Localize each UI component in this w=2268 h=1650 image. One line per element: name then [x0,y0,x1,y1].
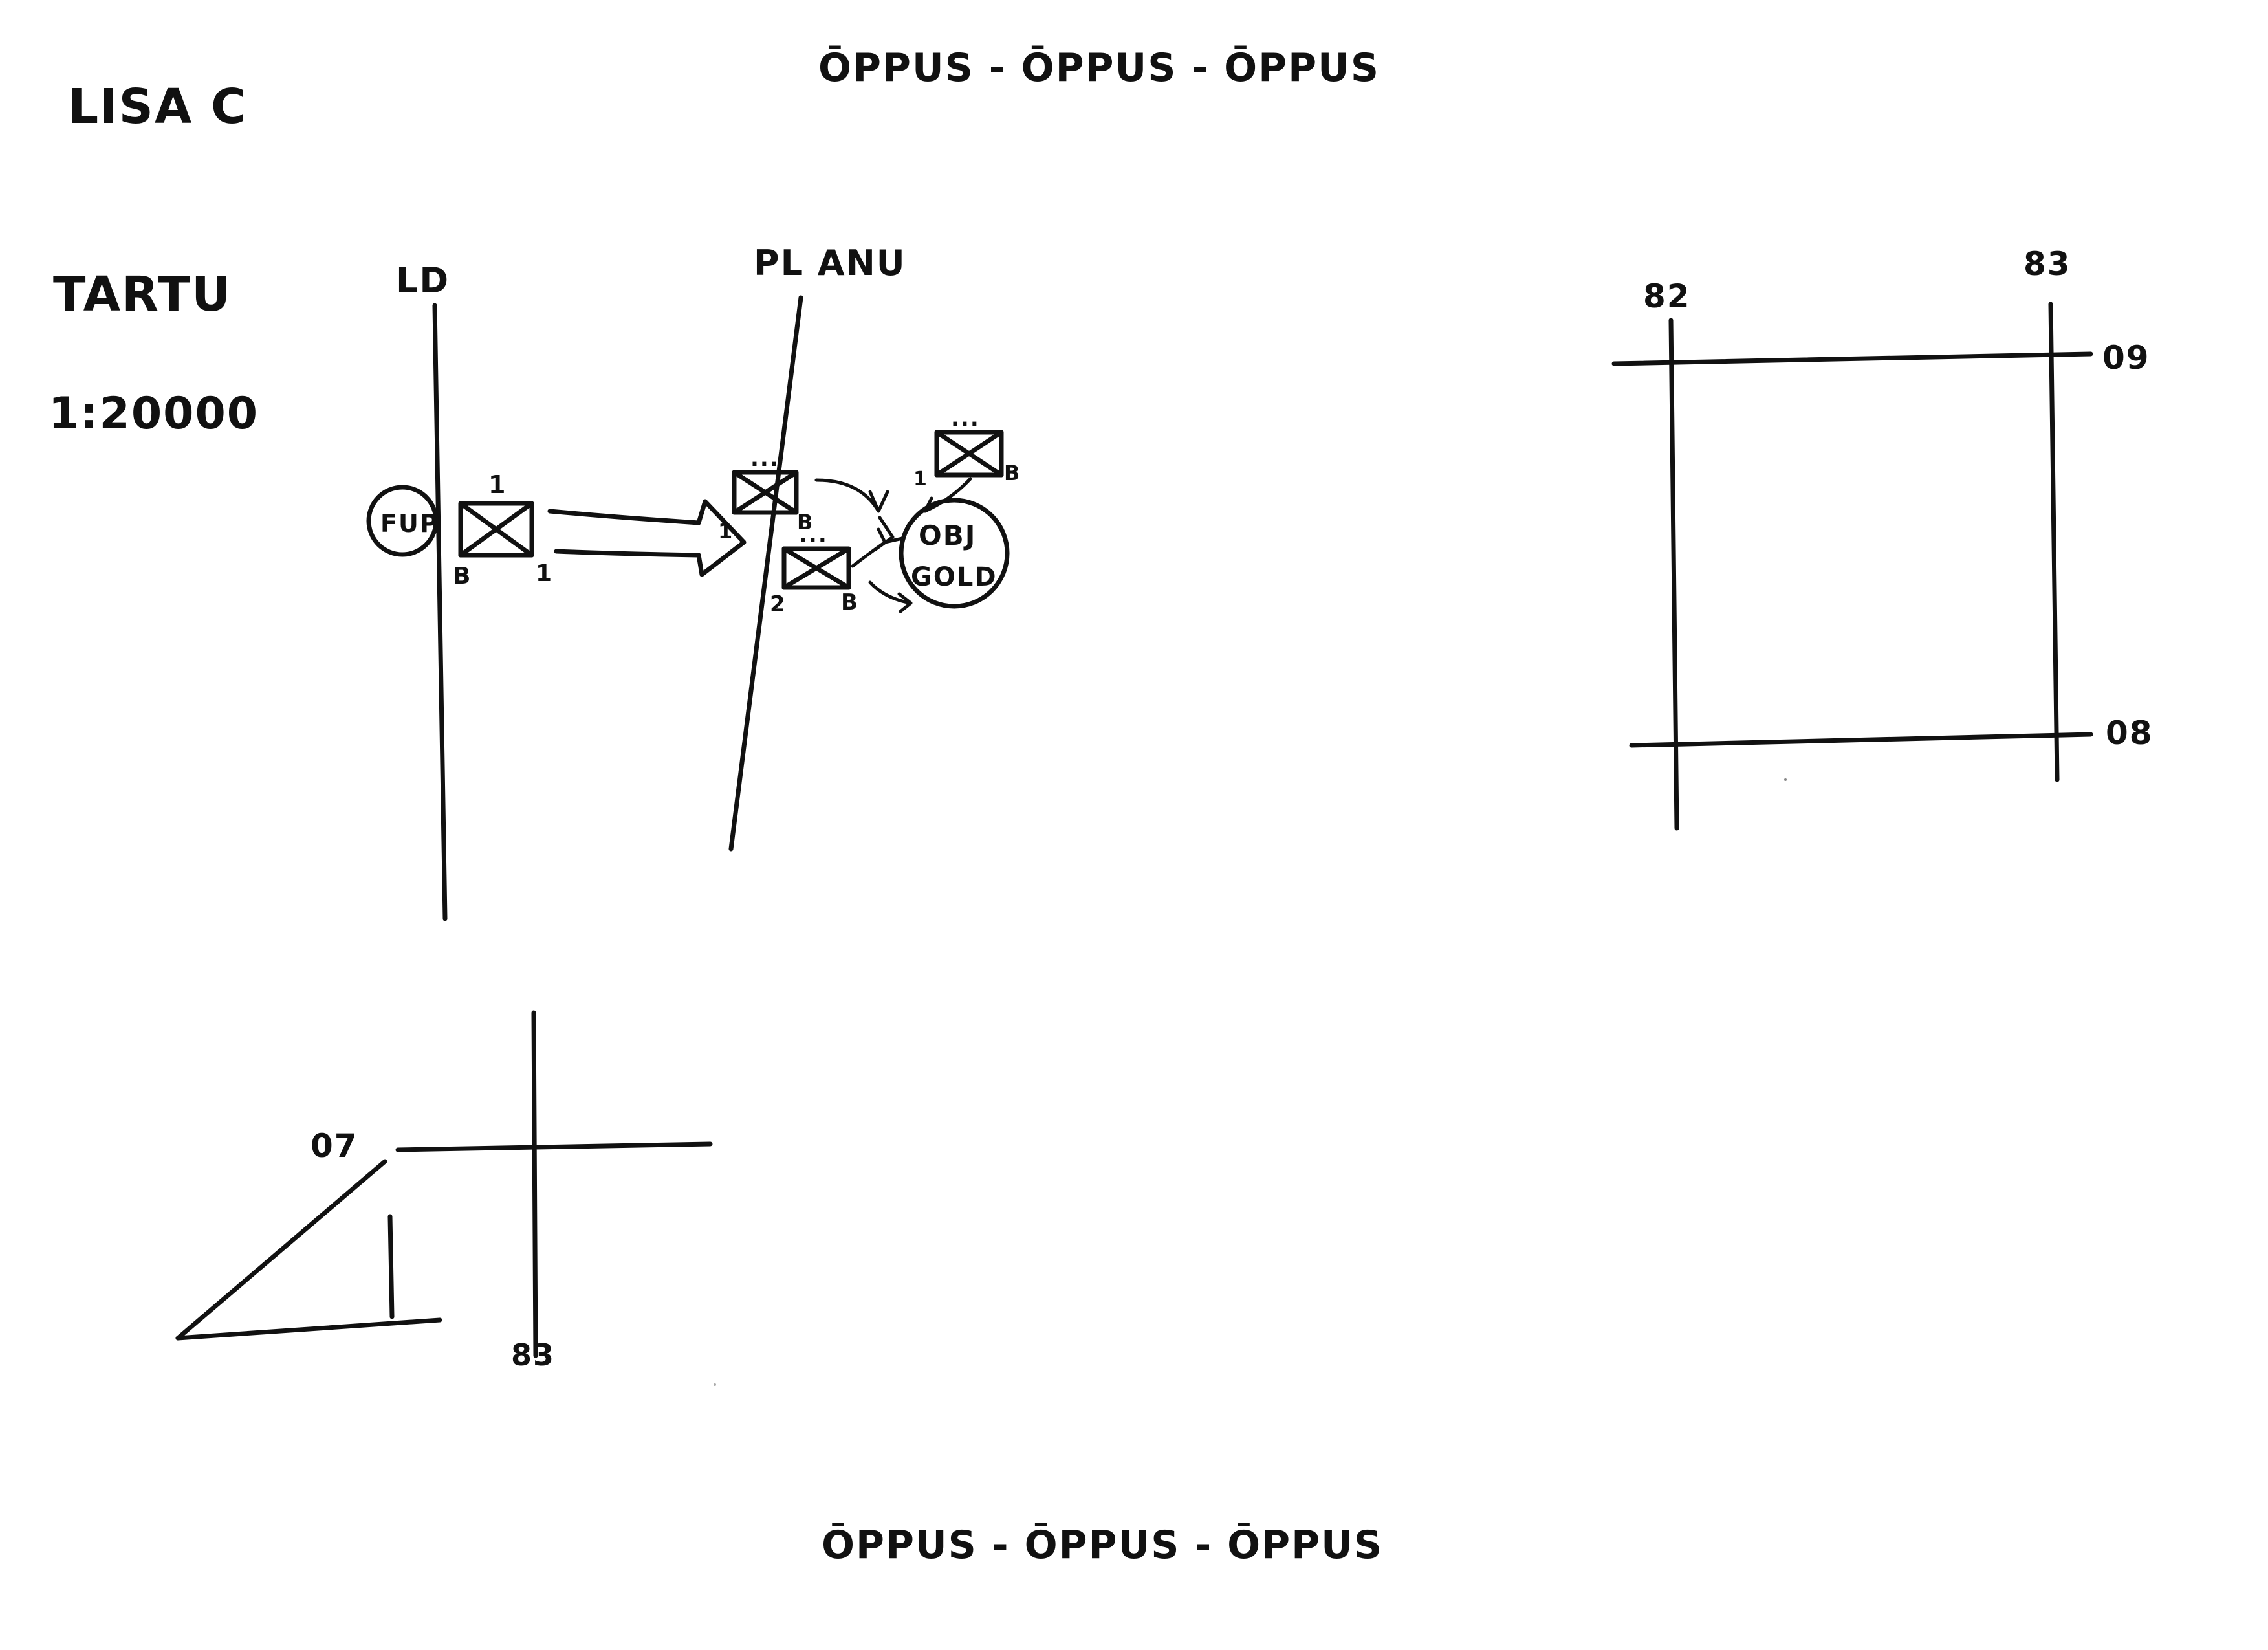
unit-mid-left-label: 1 [718,519,734,544]
line-of-departure-label: LD [396,260,450,301]
phase-line-label: PL ANU [754,243,906,283]
author-label: LISA C [68,79,247,135]
unit-left-bottom-left-label: B [453,563,472,589]
grid-cross [395,1010,713,1358]
objective-circle [899,498,1010,609]
unit-symbol-lower [781,546,851,590]
phase-line [728,295,803,852]
unit-lower-right-label: B [841,589,859,615]
header-banner: ŌPPUS - ŌPPUS - ŌPPUS [818,45,1380,91]
grid-cross-northing: 07 [311,1127,358,1165]
unit-top-right-left-label: 1 [913,468,928,490]
angle-sketch [175,1159,442,1341]
unit-symbol-top-right [934,430,1004,478]
unit-lower-echelon: ... [799,522,828,548]
fup-label: FUP [380,509,439,538]
paper-speck [1784,778,1787,781]
objective-label-line-2: GOLD [911,562,998,592]
unit-symbol-mid [732,470,799,515]
paper-speck [714,1383,716,1386]
unit-top-right-right-label: B [1004,461,1021,485]
grid-northing-bottom: 08 [2106,714,2154,752]
fup-circle [366,485,439,557]
footer-banner: ŌPPUS - ŌPPUS - ŌPPUS [822,1522,1383,1568]
grid-cross-easting: 83 [511,1337,555,1372]
grid-square [1611,302,2093,831]
scale-label: 1:20000 [49,388,259,439]
unit-mid-echelon: ... [750,446,780,472]
advance-arrow [547,499,747,577]
map-name-label: TARTU [53,267,232,322]
line-of-departure [432,303,448,921]
unit-lower-left-label: 2 [770,591,787,617]
grid-easting-left: 82 [1643,278,1691,315]
grid-easting-right: 83 [2023,245,2071,283]
unit-mid-right-label: B [797,510,814,534]
unit-top-right-echelon: ... [951,406,980,432]
grid-northing-top: 09 [2102,339,2150,377]
unit-left-top-label: 1 [488,470,507,499]
unit-left-bottom-right-label: 1 [536,560,553,587]
objective-label-line-1: OBJ [919,520,976,551]
unit-symbol-left [458,501,534,558]
